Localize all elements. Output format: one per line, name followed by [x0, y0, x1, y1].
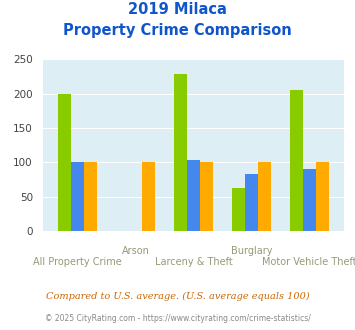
Bar [258, 162, 271, 231]
Text: Motor Vehicle Theft: Motor Vehicle Theft [262, 257, 355, 267]
Text: Larceny & Theft: Larceny & Theft [154, 257, 233, 267]
Text: Property Crime Comparison: Property Crime Comparison [63, 23, 292, 38]
Text: Arson: Arson [121, 246, 149, 256]
Text: Burglary: Burglary [231, 246, 272, 256]
Bar [303, 169, 316, 231]
Bar [84, 162, 97, 231]
Bar [174, 74, 187, 231]
Bar [187, 160, 200, 231]
Text: All Property Crime: All Property Crime [33, 257, 122, 267]
Text: © 2025 CityRating.com - https://www.cityrating.com/crime-statistics/: © 2025 CityRating.com - https://www.city… [45, 314, 310, 323]
Text: Compared to U.S. average. (U.S. average equals 100): Compared to U.S. average. (U.S. average … [46, 292, 309, 301]
Bar [233, 188, 245, 231]
Bar [200, 162, 213, 231]
Bar [71, 162, 84, 231]
Bar [142, 162, 154, 231]
Bar [58, 94, 71, 231]
Text: 2019 Milaca: 2019 Milaca [128, 2, 227, 16]
Bar [290, 90, 303, 231]
Bar [316, 162, 329, 231]
Bar [245, 174, 258, 231]
